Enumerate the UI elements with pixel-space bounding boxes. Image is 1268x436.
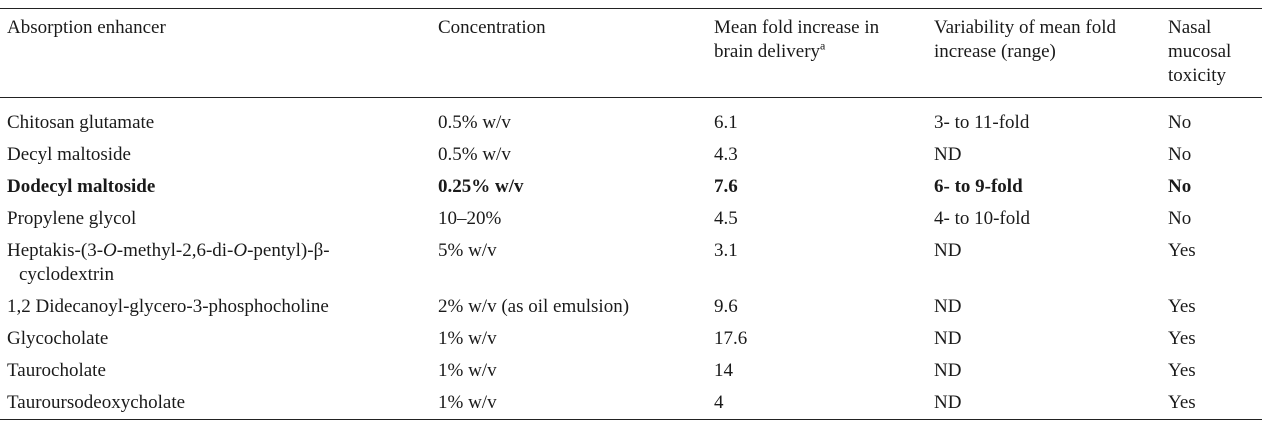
table-row: Heptakis-(3-O-methyl-2,6-di-O-pentyl)-β-…	[0, 235, 1262, 291]
table-row: Tauroursodeoxycholate 1% w/v 4 ND Yes	[0, 387, 1262, 420]
cell-enhancer: Tauroursodeoxycholate	[7, 392, 186, 413]
cell-concentration: 2% w/v (as oil emulsion)	[438, 296, 630, 317]
cell-concentration: 1% w/v	[438, 360, 497, 381]
cell-variability: 3- to 11-fold	[934, 112, 1030, 133]
enhancer-name-multiline: Heptakis-(3-O-methyl-2,6-di-O-pentyl)-β-…	[7, 239, 438, 287]
cell-enhancer: Decyl maltoside	[7, 144, 131, 165]
cell-toxicity: Yes	[1168, 392, 1196, 413]
cell-mean-fold: 4.5	[714, 208, 738, 229]
cell-concentration: 10–20%	[438, 208, 502, 229]
cell-variability: ND	[934, 360, 962, 381]
cell-enhancer: 1,2 Didecanoyl-glycero-3-phosphocholine	[7, 296, 329, 317]
table-row: Taurocholate 1% w/v 14 ND Yes	[0, 355, 1262, 387]
cell-concentration: 0.5% w/v	[438, 144, 511, 165]
table-row-highlighted: Dodecyl maltoside 0.25% w/v 7.6 6- to 9-…	[0, 171, 1262, 203]
cell-toxicity: Yes	[1168, 240, 1196, 261]
cell-mean-fold: 3.1	[714, 240, 738, 261]
table-row: 1,2 Didecanoyl-glycero-3-phosphocholine …	[0, 291, 1262, 323]
cell-toxicity: Yes	[1168, 296, 1196, 317]
header-toxicity-line2: mucosal	[1168, 41, 1232, 62]
cell-mean-fold: 9.6	[714, 296, 738, 317]
name-part: cyclodextrin	[19, 264, 114, 285]
table-body: Chitosan glutamate 0.5% w/v 6.1 3- to 11…	[0, 98, 1262, 420]
cell-concentration: 1% w/v	[438, 392, 497, 413]
header-toxicity: Nasal mucosal toxicity	[1168, 9, 1262, 98]
cell-concentration: 1% w/v	[438, 328, 497, 349]
cell-mean-fold: 14	[714, 360, 733, 381]
name-part-italic: O	[103, 240, 117, 261]
cell-variability: 6- to 9-fold	[934, 176, 1023, 197]
header-absorption-enhancer: Absorption enhancer	[7, 17, 166, 38]
cell-enhancer: Heptakis-(3-O-methyl-2,6-di-O-pentyl)-β-…	[0, 235, 438, 291]
cell-toxicity: Yes	[1168, 360, 1196, 381]
name-part: -pentyl)-β-	[247, 240, 330, 261]
cell-enhancer: Taurocholate	[7, 360, 106, 381]
cell-toxicity: No	[1168, 208, 1192, 229]
header-variability-line1: Variability of mean fold	[934, 17, 1117, 38]
table-row: Decyl maltoside 0.5% w/v 4.3 ND No	[0, 139, 1262, 171]
absorption-enhancer-table: Absorption enhancer Concentration Mean f…	[0, 8, 1262, 420]
cell-mean-fold: 4	[714, 392, 724, 413]
cell-toxicity: No	[1168, 176, 1192, 197]
header-toxicity-line3: toxicity	[1168, 65, 1227, 86]
cell-variability: ND	[934, 296, 962, 317]
cell-variability: 4- to 10-fold	[934, 208, 1031, 229]
cell-concentration: 0.25% w/v	[438, 176, 524, 197]
name-part: -methyl-2,6-di-	[116, 240, 234, 261]
header-concentration: Concentration	[438, 17, 546, 38]
header-row: Absorption enhancer Concentration Mean f…	[0, 8, 1262, 98]
cell-variability: ND	[934, 328, 962, 349]
cell-mean-fold: 7.6	[714, 176, 738, 197]
header-variability-line2: increase (range)	[934, 41, 1056, 62]
cell-enhancer: Glycocholate	[7, 328, 109, 349]
cell-mean-fold: 6.1	[714, 112, 738, 133]
table-row: Chitosan glutamate 0.5% w/v 6.1 3- to 11…	[0, 98, 1262, 140]
header-variability: Variability of mean fold increase (range…	[934, 9, 1168, 98]
cell-toxicity: No	[1168, 144, 1192, 165]
header-mean-fold-line2: brain delivery	[714, 41, 821, 62]
footnote-marker: a	[820, 38, 826, 53]
header-mean-fold: Mean fold increase in brain deliverya	[714, 9, 934, 98]
cell-mean-fold: 4.3	[714, 144, 738, 165]
cell-enhancer: Dodecyl maltoside	[7, 176, 156, 197]
cell-enhancer: Propylene glycol	[7, 208, 137, 229]
table-header: Absorption enhancer Concentration Mean f…	[0, 8, 1262, 98]
cell-variability: ND	[934, 392, 962, 413]
cell-toxicity: No	[1168, 112, 1192, 133]
header-toxicity-line1: Nasal	[1168, 17, 1212, 38]
name-part-italic: O	[233, 240, 248, 261]
cell-concentration: 0.5% w/v	[438, 112, 511, 133]
cell-variability: ND	[934, 240, 962, 261]
table-row: Propylene glycol 10–20% 4.5 4- to 10-fol…	[0, 203, 1262, 235]
cell-variability: ND	[934, 144, 962, 165]
header-mean-fold-line1: Mean fold increase in	[714, 17, 880, 38]
cell-enhancer: Chitosan glutamate	[7, 112, 155, 133]
table-row: Glycocholate 1% w/v 17.6 ND Yes	[0, 323, 1262, 355]
cell-toxicity: Yes	[1168, 328, 1196, 349]
name-part: Heptakis-(3-	[7, 240, 104, 261]
cell-mean-fold: 17.6	[714, 328, 748, 349]
cell-concentration: 5% w/v	[438, 240, 497, 261]
